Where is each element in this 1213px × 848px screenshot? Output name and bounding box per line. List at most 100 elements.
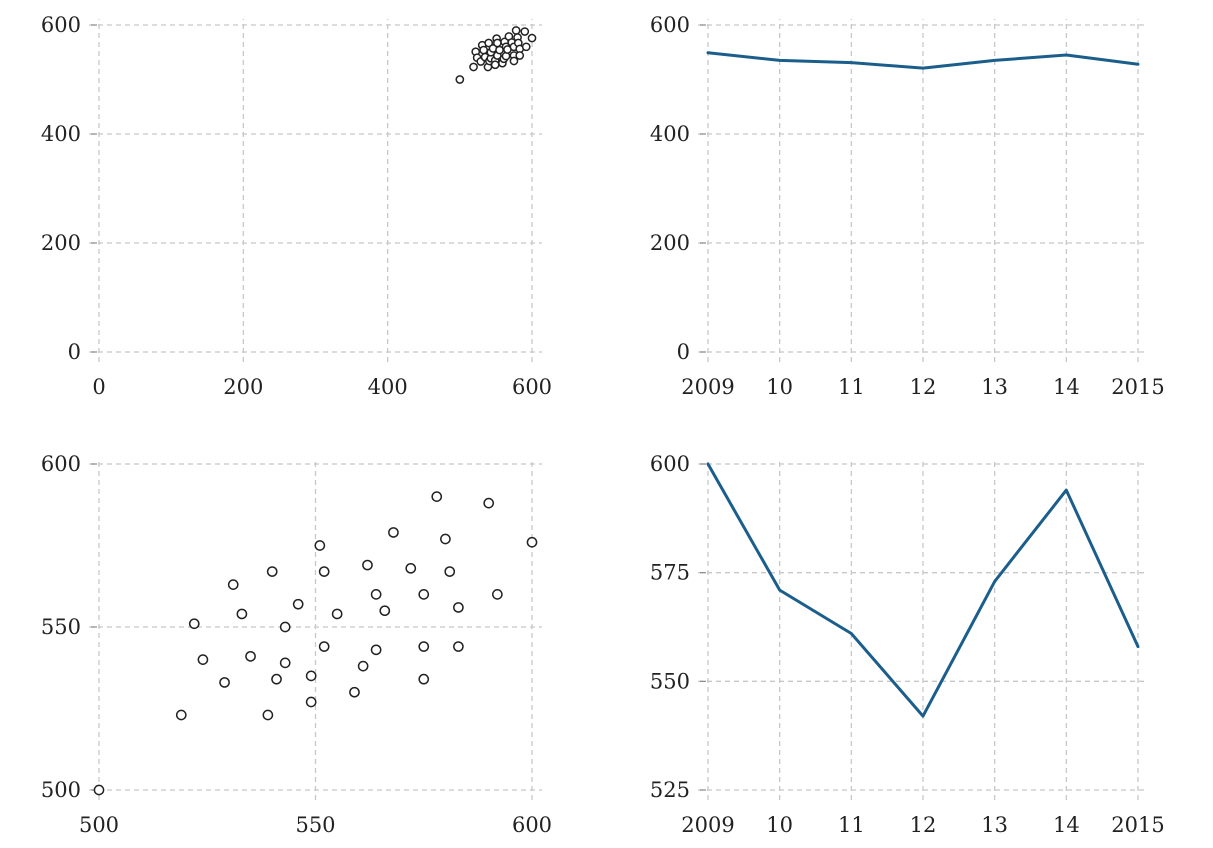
scatter-points (455, 26, 537, 84)
chart-panel-4: 525 550 575 600 2009 10 11 12 13 14 2015 (650, 452, 1165, 837)
scatter-point (379, 605, 391, 617)
x-tick-labels: 2009 10 11 12 13 14 2015 (681, 813, 1164, 837)
scatter-point (527, 33, 537, 43)
x-tick-label: 2015 (1111, 375, 1164, 399)
scatter-point (418, 673, 430, 685)
y-tick-label: 500 (41, 778, 81, 802)
chart-panel-1: 0 200 400 600 0 200 400 600 (41, 13, 552, 399)
scatter-point (492, 589, 503, 600)
scatter-point (266, 566, 278, 577)
chart-panel-2: 0 200 400 600 2009 10 11 12 13 14 2015 (650, 13, 1165, 399)
scatter-point (440, 533, 451, 545)
x-tick-label: 550 (295, 813, 335, 837)
x-tick-label: 12 (910, 375, 937, 399)
y-tick-label: 600 (650, 452, 690, 476)
x-tick-label: 13 (981, 375, 1008, 399)
y-tick-label: 600 (41, 452, 81, 476)
y-tick-label: 200 (650, 231, 690, 255)
x-tick-label: 11 (838, 813, 865, 837)
x-tick-label: 0 (92, 375, 105, 399)
y-tick-label: 575 (650, 561, 690, 585)
y-tick-label: 600 (650, 13, 690, 37)
scatter-point (455, 75, 465, 84)
y-tick-label: 400 (41, 122, 81, 146)
scatter-points (93, 491, 538, 796)
scatter-point (314, 540, 326, 551)
scatter-point (370, 589, 382, 600)
scatter-point (362, 559, 373, 571)
scatter-point (279, 657, 291, 669)
scatter-point (515, 51, 525, 60)
x-tick-label: 14 (1053, 375, 1080, 399)
grid-lines (698, 19, 1148, 362)
y-tick-label: 600 (41, 13, 81, 37)
x-tick-label: 14 (1053, 813, 1080, 837)
scatter-point (357, 660, 369, 672)
scatter-point (405, 562, 417, 574)
scatter-point (444, 566, 456, 577)
chart-panel-3: 500 550 600 500 550 600 (41, 452, 552, 837)
x-tick-label: 13 (981, 813, 1008, 837)
grid-lines (89, 19, 542, 362)
x-tick-labels: 2009 10 11 12 13 14 2015 (681, 375, 1164, 399)
scatter-point (292, 598, 304, 610)
x-tick-label: 2009 (681, 813, 734, 837)
scatter-point (305, 696, 317, 708)
scatter-point (318, 566, 330, 577)
scatter-point (418, 641, 430, 652)
scatter-point (349, 686, 360, 698)
y-tick-label: 525 (650, 778, 690, 802)
y-tick-label: 550 (650, 669, 690, 693)
scatter-point (245, 650, 256, 662)
scatter-point (388, 527, 399, 538)
scatter-point (197, 654, 209, 665)
scatter-point (93, 784, 105, 796)
scatter-point (370, 644, 382, 656)
y-tick-label: 550 (41, 615, 81, 639)
y-tick-labels: 500 550 600 (41, 452, 81, 802)
y-tick-labels: 0 200 400 600 (41, 13, 81, 364)
y-tick-labels: 0 200 400 600 (650, 13, 690, 364)
scatter-point (521, 42, 531, 52)
x-tick-label: 500 (79, 813, 119, 837)
x-tick-label: 12 (910, 813, 937, 837)
x-tick-label: 10 (766, 375, 793, 399)
scatter-point (227, 579, 239, 590)
scatter-point (484, 38, 494, 48)
x-tick-label: 600 (512, 375, 552, 399)
series-line (706, 462, 1140, 718)
y-tick-label: 200 (41, 231, 81, 255)
scatter-point (469, 62, 478, 72)
scatter-point (236, 608, 248, 620)
y-tick-label: 400 (650, 122, 690, 146)
grid-lines (698, 458, 1148, 800)
scatter-point (219, 677, 230, 688)
series-line (706, 51, 1140, 70)
scatter-point (483, 497, 495, 509)
x-tick-label: 200 (223, 375, 263, 399)
scatter-point (188, 618, 200, 630)
x-tick-label: 400 (368, 375, 408, 399)
scatter-point (318, 641, 330, 652)
x-tick-label: 600 (512, 813, 552, 837)
y-tick-labels: 525 550 575 600 (650, 452, 690, 802)
x-tick-labels: 0 200 400 600 (92, 375, 552, 399)
scatter-point (526, 536, 538, 548)
x-tick-label: 10 (766, 813, 793, 837)
x-tick-labels: 500 550 600 (79, 813, 552, 837)
scatter-point (493, 38, 502, 48)
scatter-point (431, 491, 443, 502)
scatter-point (511, 26, 521, 35)
x-tick-label: 2015 (1111, 813, 1164, 837)
scatter-point (453, 641, 464, 652)
scatter-point (305, 670, 317, 682)
scatter-point (453, 602, 464, 613)
scatter-point (509, 56, 519, 66)
scatter-point (520, 27, 530, 36)
y-tick-label: 0 (68, 340, 81, 364)
scatter-point (479, 45, 488, 55)
scatter-point (271, 673, 282, 685)
scatter-point (279, 621, 291, 633)
y-tick-label: 0 (677, 340, 690, 364)
